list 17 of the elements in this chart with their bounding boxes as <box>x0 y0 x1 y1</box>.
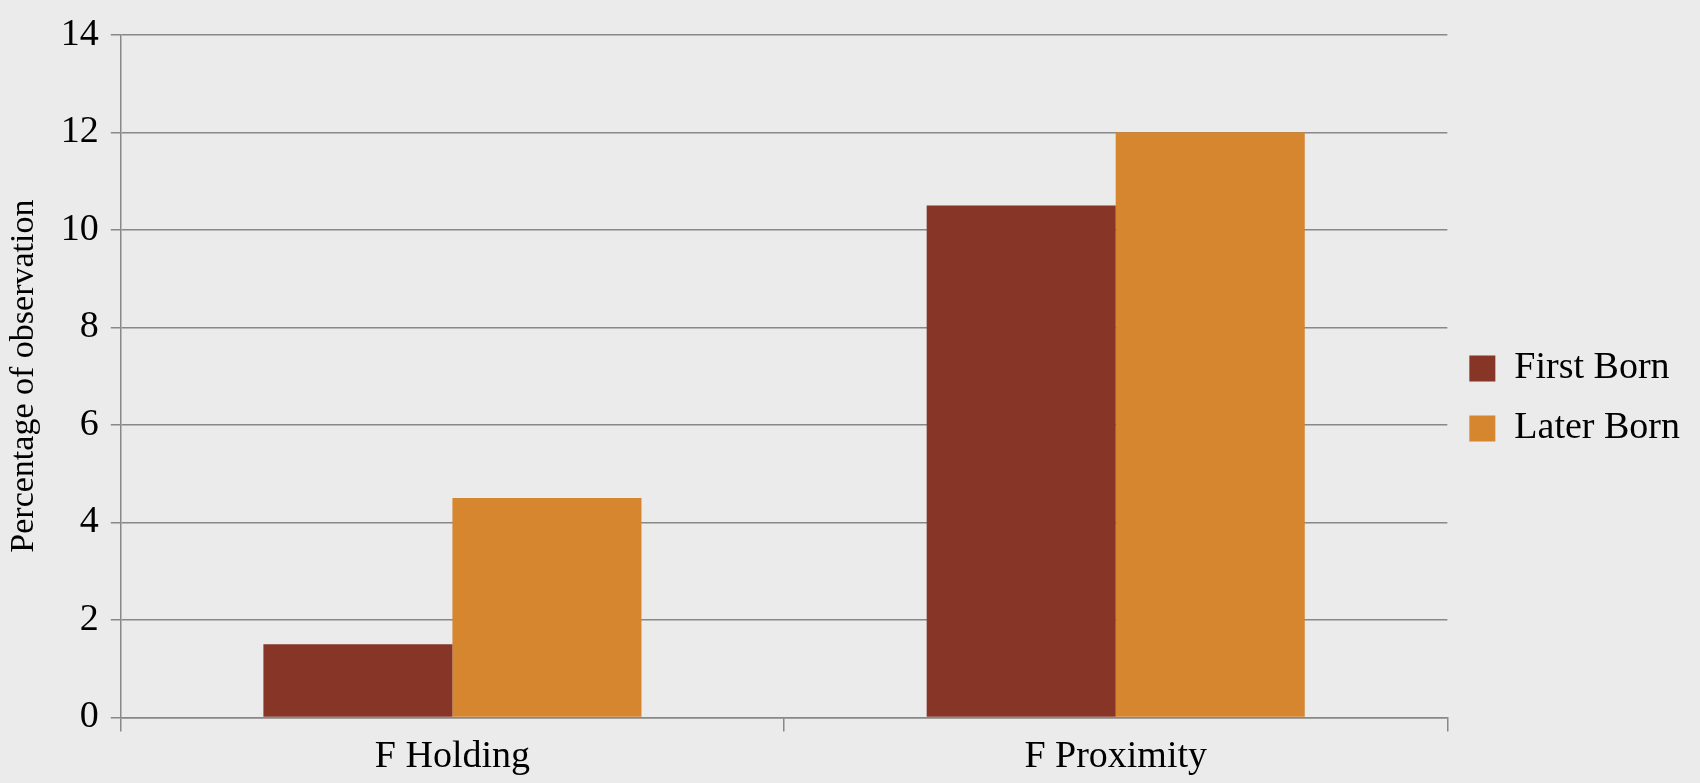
y-tick-label: 12 <box>60 108 99 151</box>
y-tick-label: 2 <box>79 595 99 638</box>
y-tick-label: 6 <box>79 400 99 443</box>
y-tick-label: 0 <box>79 693 99 736</box>
legend-label: Later Born <box>1514 404 1680 447</box>
y-tick-label: 8 <box>79 303 99 346</box>
bar <box>263 644 453 717</box>
y-axis-title: Percentage of observation <box>3 199 41 553</box>
x-tick-label: F Holding <box>374 733 531 776</box>
legend-label: First Born <box>1514 344 1670 387</box>
y-tick-label: 10 <box>60 205 99 248</box>
y-tick-label: 4 <box>79 498 99 541</box>
x-tick-label: F Proximity <box>1024 733 1208 776</box>
bar <box>452 497 642 717</box>
y-tick-label: 14 <box>60 10 99 53</box>
bar <box>1115 132 1305 717</box>
bar <box>926 205 1116 717</box>
